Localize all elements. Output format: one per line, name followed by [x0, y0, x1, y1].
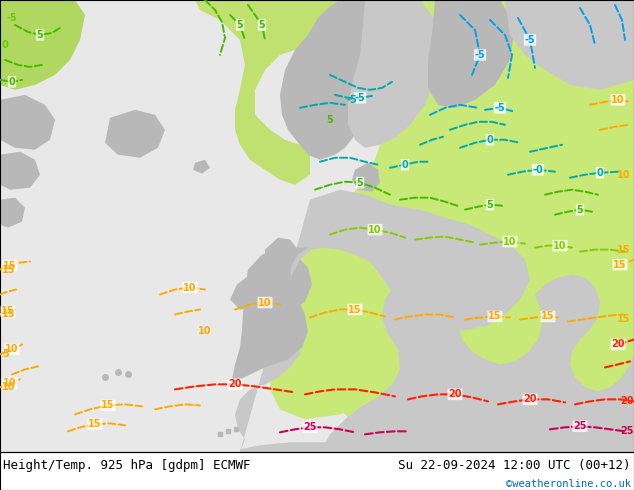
Text: 15: 15: [613, 260, 627, 270]
Polygon shape: [195, 0, 340, 185]
Text: 15: 15: [3, 261, 16, 270]
Polygon shape: [0, 95, 55, 150]
Text: -5: -5: [354, 93, 365, 103]
Polygon shape: [348, 0, 440, 148]
Text: 20: 20: [611, 340, 624, 349]
Polygon shape: [230, 274, 265, 310]
Text: 10: 10: [368, 224, 382, 235]
Text: 15: 15: [348, 304, 362, 315]
Text: ©weatheronline.co.uk: ©weatheronline.co.uk: [506, 479, 631, 490]
Polygon shape: [0, 0, 85, 90]
Text: Height/Temp. 925 hPa [gdpm] ECMWF: Height/Temp. 925 hPa [gdpm] ECMWF: [3, 459, 250, 472]
Text: 15: 15: [88, 419, 101, 429]
Polygon shape: [240, 424, 634, 452]
Text: 0: 0: [401, 160, 408, 170]
Text: 20: 20: [621, 396, 634, 406]
Polygon shape: [105, 110, 165, 158]
Polygon shape: [235, 190, 634, 452]
Text: 10: 10: [616, 170, 630, 180]
Text: 10: 10: [183, 283, 197, 293]
Text: -5: -5: [347, 95, 358, 105]
Text: -5: -5: [475, 50, 486, 60]
Text: 5: 5: [356, 178, 363, 188]
Text: -0: -0: [533, 165, 543, 175]
Text: 25: 25: [573, 421, 586, 431]
Text: 15: 15: [616, 315, 630, 324]
Text: 0: 0: [487, 135, 493, 145]
Text: 0: 0: [9, 77, 15, 87]
Polygon shape: [193, 160, 210, 174]
Text: 5: 5: [259, 20, 266, 30]
Text: 5: 5: [37, 30, 43, 40]
Polygon shape: [352, 163, 380, 192]
Text: -5: -5: [6, 13, 17, 23]
Polygon shape: [232, 247, 308, 379]
Text: 0: 0: [597, 168, 604, 178]
Text: 10: 10: [3, 378, 16, 389]
Polygon shape: [285, 285, 325, 324]
Text: -5: -5: [524, 35, 535, 45]
Text: 5: 5: [327, 115, 333, 125]
Polygon shape: [0, 152, 40, 190]
Text: 20: 20: [523, 394, 537, 404]
Text: 25: 25: [303, 422, 317, 432]
Text: 10: 10: [2, 382, 15, 392]
Text: 15: 15: [488, 312, 501, 321]
Polygon shape: [505, 0, 634, 90]
Text: 10: 10: [553, 241, 567, 250]
Polygon shape: [0, 197, 25, 228]
Text: Su 22-09-2024 12:00 UTC (00+12): Su 22-09-2024 12:00 UTC (00+12): [398, 459, 631, 472]
Text: 5: 5: [487, 199, 493, 210]
Polygon shape: [285, 0, 634, 452]
Text: 15: 15: [2, 310, 15, 319]
Text: 20: 20: [448, 390, 462, 399]
Text: 5: 5: [577, 205, 583, 215]
Text: 15: 15: [101, 400, 115, 410]
Text: 10: 10: [198, 326, 212, 337]
Text: 25: 25: [621, 426, 634, 436]
Text: 10: 10: [258, 297, 272, 308]
Text: -5: -5: [495, 103, 505, 113]
Text: 10: 10: [503, 237, 517, 246]
Text: 0: 0: [2, 40, 8, 50]
Polygon shape: [265, 238, 298, 268]
Text: 15: 15: [541, 312, 555, 321]
Text: 15: 15: [1, 307, 15, 317]
Polygon shape: [245, 249, 312, 315]
Text: 15: 15: [2, 265, 15, 274]
Text: 10: 10: [611, 95, 624, 105]
Text: 20: 20: [228, 379, 242, 390]
Polygon shape: [270, 329, 400, 419]
Text: 5: 5: [2, 349, 9, 360]
Text: 15: 15: [616, 245, 630, 255]
Text: 10: 10: [5, 344, 19, 354]
Text: 5: 5: [236, 20, 243, 30]
Polygon shape: [280, 0, 400, 160]
Polygon shape: [428, 0, 515, 108]
